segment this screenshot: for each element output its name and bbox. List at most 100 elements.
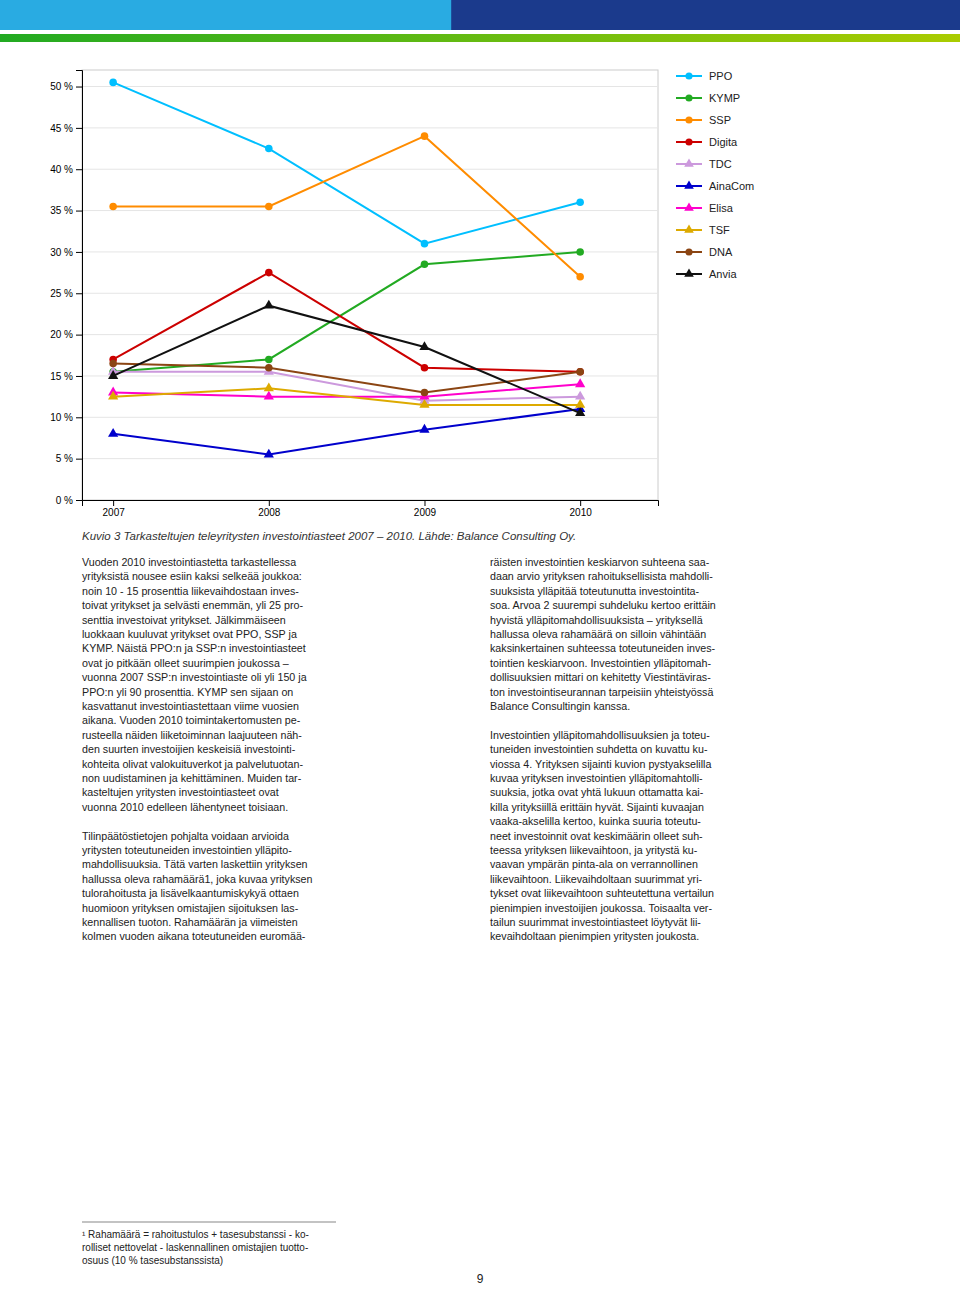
page-number: 9 <box>477 1272 484 1286</box>
y-tick-label: 30 % <box>50 247 73 258</box>
body-text-right: räisten investointien keskiarvon suhteen… <box>490 556 716 942</box>
series-line <box>113 364 580 393</box>
legend-swatch-marker <box>685 94 692 101</box>
legend-item: PPO <box>676 70 733 82</box>
series-marker <box>265 356 273 364</box>
legend-swatch-marker <box>684 202 694 210</box>
series-marker <box>421 132 429 140</box>
y-tick: 5 % <box>56 453 82 464</box>
legend-item: Anvia <box>676 268 737 280</box>
series-marker <box>264 300 274 309</box>
body-text-left: Vuoden 2010 investointiastetta tarkastel… <box>82 556 313 942</box>
y-tick-label: 35 % <box>50 205 73 216</box>
footnote: ¹ Rahamäärä = rahoitustulos + tasesubsta… <box>82 1229 309 1266</box>
x-axis-line <box>83 501 659 507</box>
legend-item: KYMP <box>676 92 740 104</box>
series-marker <box>576 199 584 207</box>
x-tick-mark <box>113 500 114 506</box>
series <box>109 79 584 248</box>
y-tick: 40 % <box>50 164 82 175</box>
y-tick-mark <box>76 211 82 212</box>
legend-swatch-marker <box>684 224 694 232</box>
x-tick: 2010 <box>570 500 593 518</box>
y-tick-label: 5 % <box>56 453 73 464</box>
header <box>0 0 960 42</box>
y-tick-mark <box>76 376 82 377</box>
y-tick-label: 40 % <box>50 164 73 175</box>
legend-label: Elisa <box>709 202 734 214</box>
page: 0 %5 %10 %15 %20 %25 %30 %35 %40 %45 %50… <box>0 0 960 1303</box>
series <box>109 360 584 397</box>
legend-swatch-marker <box>684 180 694 188</box>
grid-line <box>82 458 658 459</box>
legend-item: AinaCom <box>676 180 754 192</box>
y-tick-mark <box>76 459 82 460</box>
series-marker <box>419 399 429 408</box>
y-tick-mark <box>76 128 82 129</box>
legend-label: Digita <box>709 136 738 148</box>
series-marker <box>421 240 429 248</box>
grid-line <box>82 86 658 87</box>
x-tick: 2009 <box>414 500 437 518</box>
legend-label: DNA <box>709 246 733 258</box>
y-tick: 10 % <box>50 412 82 423</box>
series-marker <box>264 382 274 391</box>
grid-line <box>82 127 658 128</box>
series-marker <box>576 248 584 256</box>
grid <box>82 87 658 500</box>
series <box>108 382 585 407</box>
x-tick-mark <box>269 500 270 506</box>
series-marker <box>109 203 117 211</box>
grid-line <box>82 169 658 170</box>
series-marker <box>264 391 274 400</box>
y-axis-line <box>76 71 83 501</box>
series <box>109 132 584 280</box>
caption: Kuvio 3 Tarkasteltujen teleyritysten inv… <box>82 530 576 542</box>
series-line <box>113 273 580 372</box>
series-marker <box>421 364 429 372</box>
footnote-rule <box>82 1222 336 1223</box>
legend: PPO KYMP SSP Digita TDC AinaCom Elisa TSF DNA Anv… <box>676 70 754 280</box>
y-tick: 45 % <box>50 123 82 134</box>
series-marker <box>109 360 117 368</box>
y-tick: 0 % <box>56 495 82 506</box>
series-line <box>113 306 580 414</box>
grid-line <box>82 293 658 294</box>
series-line <box>113 252 580 372</box>
series-marker <box>575 391 585 400</box>
series-line <box>113 384 580 396</box>
x-tick-label: 2007 <box>103 507 126 518</box>
plot-frame <box>82 70 658 500</box>
grid-line <box>82 417 658 418</box>
legend-label: KYMP <box>709 92 740 104</box>
legend-label: PPO <box>709 70 733 82</box>
series-marker <box>265 364 273 372</box>
y-tick-label: 45 % <box>50 123 73 134</box>
header-stripe <box>0 34 960 42</box>
series-marker <box>421 261 429 269</box>
y-tick-label: 0 % <box>56 495 73 506</box>
series-marker <box>576 273 584 281</box>
series-line <box>113 136 580 277</box>
series-marker <box>109 79 117 87</box>
series-marker <box>575 378 585 387</box>
x-tick: 2007 <box>103 500 126 518</box>
grid-line <box>82 375 658 376</box>
legend-swatch-marker <box>685 138 692 145</box>
legend-item: Digita <box>676 136 738 148</box>
y-tick-label: 15 % <box>50 371 73 382</box>
legend-label: TSF <box>709 224 730 236</box>
marks <box>108 79 585 458</box>
legend-item: TSF <box>676 224 730 236</box>
legend-item: Elisa <box>676 202 734 214</box>
y-tick-label: 20 % <box>50 329 73 340</box>
series-marker <box>419 424 429 433</box>
header-band <box>0 0 960 30</box>
legend-item: SSP <box>676 114 731 126</box>
legend-label: TDC <box>709 158 732 170</box>
y-tick-mark <box>76 335 82 336</box>
y-tick: 15 % <box>50 371 82 382</box>
series-marker <box>108 391 118 400</box>
y-tick-label: 50 % <box>50 81 73 92</box>
series-marker <box>265 203 273 211</box>
